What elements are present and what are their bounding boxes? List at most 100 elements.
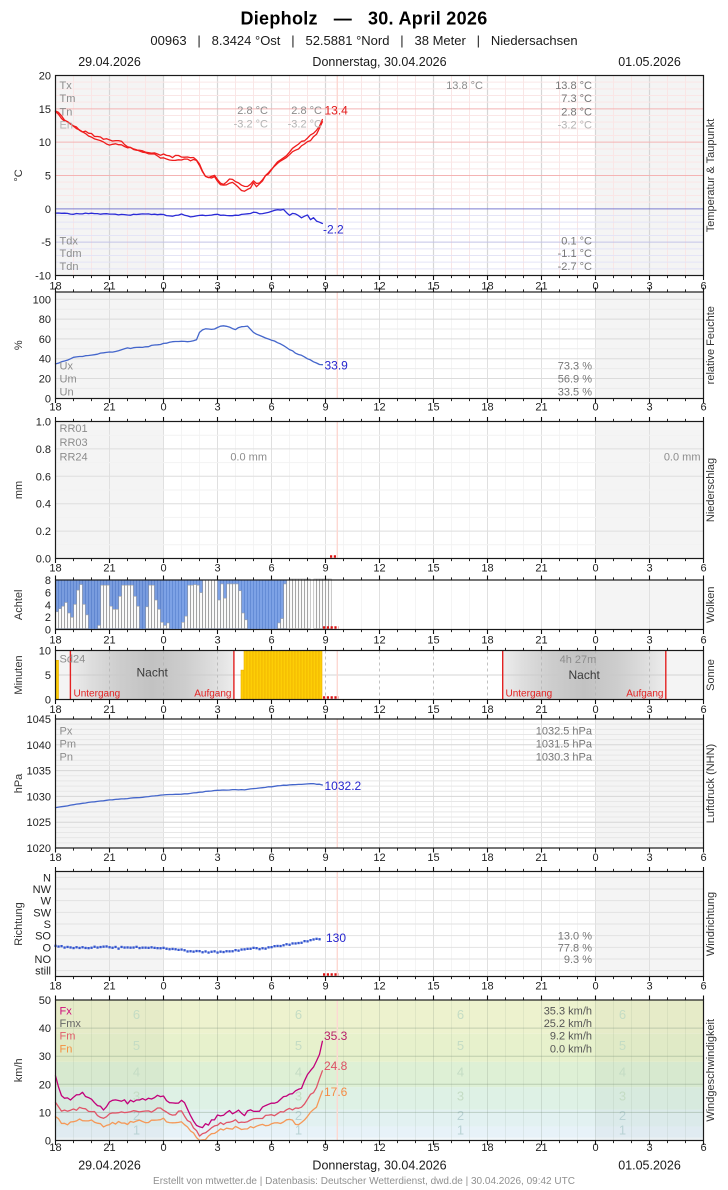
svg-text:1025: 1025 [27,817,51,829]
svg-text:100: 100 [33,294,51,306]
svg-text:2: 2 [45,612,51,624]
svg-text:35.3: 35.3 [324,1029,348,1043]
svg-text:1032.5 hPa: 1032.5 hPa [536,726,593,738]
svg-text:6: 6 [457,1007,464,1022]
svg-text:0.8: 0.8 [36,444,51,456]
svg-text:18: 18 [481,402,493,414]
svg-text:20: 20 [39,71,51,83]
svg-text:18: 18 [49,852,61,864]
svg-text:N: N [43,872,51,884]
svg-text:21: 21 [535,704,547,716]
svg-text:9: 9 [322,402,328,414]
svg-text:-1.1 °C: -1.1 °C [558,248,592,260]
svg-text:1030.3 hPa: 1030.3 hPa [536,752,593,764]
svg-text:Diepholz — 30. April 2026: Diepholz — 30. April 2026 [240,9,487,29]
svg-text:1020: 1020 [27,843,51,855]
svg-text:9.2 km/h: 9.2 km/h [550,1031,592,1043]
svg-text:1: 1 [295,1122,302,1137]
svg-text:-3.2 °C: -3.2 °C [234,119,268,131]
svg-text:12: 12 [373,563,385,575]
svg-text:0: 0 [160,852,166,864]
svg-text:3: 3 [646,704,652,716]
svg-text:56.9 %: 56.9 % [558,373,592,385]
svg-text:18: 18 [481,1142,493,1154]
svg-text:5: 5 [45,670,51,682]
svg-text:21: 21 [103,1142,115,1154]
svg-text:0: 0 [160,704,166,716]
svg-text:6: 6 [700,402,706,414]
svg-text:Temperatur & Taupunkt: Temperatur & Taupunkt [705,119,717,233]
svg-text:4: 4 [619,1065,626,1080]
svg-text:NO: NO [35,954,52,966]
svg-text:1040: 1040 [27,740,51,752]
svg-text:3: 3 [133,1089,140,1104]
svg-text:RR24: RR24 [60,451,88,463]
svg-text:4h 27m: 4h 27m [560,654,597,666]
svg-text:2.8 °C: 2.8 °C [237,105,268,117]
svg-text:21: 21 [535,1142,547,1154]
svg-text:13.4: 13.4 [325,104,349,118]
svg-text:2: 2 [295,1108,302,1123]
svg-text:Pm: Pm [60,739,77,751]
svg-text:Ux: Ux [60,360,74,372]
svg-text:2.8 °C: 2.8 °C [291,105,322,117]
svg-text:Tdn: Tdn [60,261,79,273]
svg-text:1: 1 [619,1122,626,1137]
svg-text:21: 21 [103,281,115,293]
svg-text:0: 0 [592,704,598,716]
svg-text:hPa: hPa [13,773,25,793]
svg-text:10: 10 [39,137,51,149]
svg-text:0: 0 [160,281,166,293]
svg-text:15: 15 [39,104,51,116]
svg-text:En: En [60,120,73,132]
svg-text:3: 3 [214,852,220,864]
svg-text:Erstellt von mtwetter.de | Dat: Erstellt von mtwetter.de | Datenbasis: D… [153,1176,575,1187]
svg-text:1: 1 [457,1122,464,1137]
svg-text:3: 3 [214,563,220,575]
svg-text:1.0: 1.0 [36,417,51,429]
svg-text:Sd24: Sd24 [60,654,86,666]
svg-text:6: 6 [268,281,274,293]
svg-text:73.3 %: 73.3 % [558,360,592,372]
svg-text:40: 40 [39,1023,51,1035]
svg-text:6: 6 [700,852,706,864]
svg-text:12: 12 [373,852,385,864]
svg-text:Nacht: Nacht [569,668,601,682]
svg-text:15: 15 [427,981,439,993]
svg-text:9: 9 [322,563,328,575]
svg-text:-10: -10 [35,271,51,283]
svg-text:0.6: 0.6 [36,471,51,483]
svg-text:3: 3 [646,635,652,647]
svg-text:18: 18 [49,1142,61,1154]
svg-text:29.04.2026: 29.04.2026 [78,55,141,69]
svg-text:12: 12 [373,635,385,647]
svg-text:Fm: Fm [60,1031,76,1043]
svg-text:Nacht: Nacht [137,666,169,680]
svg-text:13.8 °C: 13.8 °C [555,80,592,92]
svg-text:3: 3 [214,402,220,414]
svg-text:0: 0 [160,635,166,647]
svg-text:Donnerstag, 30.04.2026: Donnerstag, 30.04.2026 [312,1159,446,1173]
svg-text:Fx: Fx [60,1006,73,1018]
svg-text:15: 15 [427,563,439,575]
svg-text:29.04.2026: 29.04.2026 [78,1159,141,1173]
svg-text:0: 0 [160,981,166,993]
svg-text:0: 0 [160,402,166,414]
svg-text:6: 6 [700,563,706,575]
svg-text:Tx: Tx [60,80,73,92]
svg-text:6: 6 [700,635,706,647]
svg-text:2: 2 [457,1108,464,1123]
svg-text:6: 6 [700,704,706,716]
svg-text:18: 18 [481,635,493,647]
svg-text:15: 15 [427,281,439,293]
svg-text:18: 18 [49,402,61,414]
svg-text:-3.2 °C: -3.2 °C [558,120,592,132]
svg-text:6: 6 [268,402,274,414]
svg-text:-3.2 °C: -3.2 °C [288,119,322,131]
svg-text:0.0 km/h: 0.0 km/h [550,1043,592,1055]
svg-text:3: 3 [646,852,652,864]
svg-text:5: 5 [619,1038,626,1053]
svg-text:15: 15 [427,704,439,716]
svg-text:13.0 %: 13.0 % [558,931,592,943]
svg-text:6: 6 [700,1142,706,1154]
